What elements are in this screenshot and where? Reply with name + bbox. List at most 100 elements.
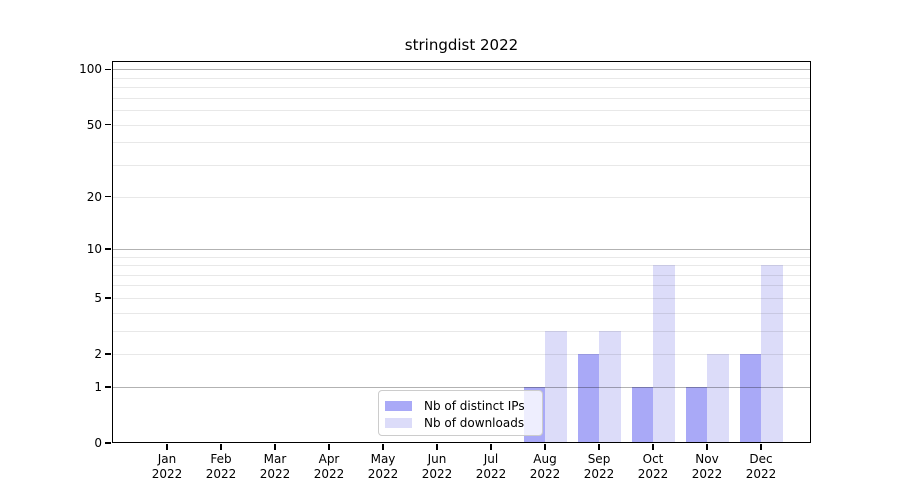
year-label: 2022 xyxy=(151,467,183,481)
year-label: 2022 xyxy=(367,467,399,481)
gridline-minor xyxy=(113,265,810,267)
x-tick-label: Sep 2022 xyxy=(572,452,626,482)
x-tick-mark xyxy=(706,444,708,450)
gridline-minor xyxy=(113,77,810,79)
month-label: Jul xyxy=(483,452,499,466)
year-label: 2022 xyxy=(583,467,615,481)
x-tick-mark xyxy=(652,444,654,450)
bar-downloads xyxy=(707,354,729,443)
y-tick-mark xyxy=(105,442,111,444)
legend-swatch xyxy=(385,401,412,411)
legend-item: Nb of distinct IPs xyxy=(385,398,542,414)
year-label: 2022 xyxy=(745,467,777,481)
year-label: 2022 xyxy=(529,467,561,481)
gridline-minor xyxy=(113,256,810,258)
y-tick-label: 20 xyxy=(86,189,102,204)
x-tick-label: Aug 2022 xyxy=(518,452,572,482)
year-label: 2022 xyxy=(475,467,507,481)
year-label: 2022 xyxy=(637,467,669,481)
x-tick-mark xyxy=(382,444,384,450)
x-tick-mark xyxy=(490,444,492,450)
x-tick-mark xyxy=(760,444,762,450)
y-tick-mark xyxy=(105,195,111,198)
gridline-minor xyxy=(113,110,810,112)
bar-distinct-ips xyxy=(685,386,707,443)
month-label: Nov xyxy=(695,452,719,466)
gridline-minor xyxy=(113,165,810,166)
gridline-major xyxy=(113,69,810,71)
y-tick-label: 50 xyxy=(86,117,102,132)
month-label: Jun xyxy=(427,452,447,466)
month-label: May xyxy=(370,452,396,466)
gridline-minor xyxy=(113,97,810,99)
bar-downloads xyxy=(599,330,621,443)
year-label: 2022 xyxy=(313,467,345,481)
x-tick-mark xyxy=(544,444,546,450)
gridline-major xyxy=(113,248,810,250)
year-label: 2022 xyxy=(421,467,453,481)
bar-downloads xyxy=(761,265,783,443)
x-tick-label: Apr 2022 xyxy=(302,452,356,482)
bar-distinct-ips xyxy=(577,354,599,443)
legend-item: Nb of downloads xyxy=(385,415,542,431)
y-tick-mark xyxy=(105,248,111,250)
legend-label: Nb of distinct IPs xyxy=(424,399,525,413)
bar-downloads xyxy=(653,265,675,443)
y-tick-label: 2 xyxy=(94,347,102,362)
gridline-minor xyxy=(113,330,810,332)
y-tick-mark xyxy=(105,123,111,126)
bar-distinct-ips xyxy=(631,386,653,443)
legend-label: Nb of downloads xyxy=(424,416,525,430)
legend: Nb of distinct IPs Nb of downloads xyxy=(378,390,543,436)
gridline-major xyxy=(113,386,810,388)
x-tick-label: Jan 2022 xyxy=(140,452,194,482)
gridline-minor xyxy=(113,354,810,356)
y-tick-mark xyxy=(105,297,111,299)
gridline-minor xyxy=(113,196,810,198)
x-tick-label: Jul 2022 xyxy=(464,452,518,482)
year-label: 2022 xyxy=(691,467,723,481)
x-tick-label: Feb 2022 xyxy=(194,452,248,482)
month-label: Apr xyxy=(318,452,340,466)
x-tick-mark xyxy=(274,444,276,450)
y-tick-mark xyxy=(105,353,111,355)
gridline-minor xyxy=(113,312,810,314)
x-tick-mark xyxy=(436,444,438,450)
y-tick-label: 0 xyxy=(94,436,102,450)
y-tick-mark xyxy=(105,386,111,388)
y-tick-label: 100 xyxy=(79,62,102,77)
x-tick-mark xyxy=(328,444,330,450)
month-label: Dec xyxy=(749,452,773,466)
month-label: Mar xyxy=(263,452,287,466)
x-tick-mark xyxy=(598,444,600,450)
x-tick-label: Oct 2022 xyxy=(626,452,680,482)
x-tick-label: Nov 2022 xyxy=(680,452,734,482)
x-tick-label: Dec 2022 xyxy=(734,452,788,482)
bar-distinct-ips xyxy=(739,354,761,443)
gridline-minor xyxy=(113,124,810,126)
gridline-minor xyxy=(113,87,810,89)
x-tick-mark xyxy=(220,444,222,450)
legend-swatch xyxy=(385,418,412,428)
month-label: Sep xyxy=(587,452,611,466)
gridline-minor xyxy=(113,285,810,287)
y-tick-label: 10 xyxy=(86,241,102,256)
gridline-minor xyxy=(113,274,810,276)
chart-title: stringdist 2022 xyxy=(404,36,519,54)
x-tick-mark xyxy=(166,444,168,450)
month-label: Jan xyxy=(157,452,177,466)
month-label: Oct xyxy=(642,452,664,466)
gridline-minor xyxy=(113,297,810,299)
x-tick-label: Jun 2022 xyxy=(410,452,464,482)
month-label: Aug xyxy=(533,452,557,466)
year-label: 2022 xyxy=(205,467,237,481)
x-tick-label: Mar 2022 xyxy=(248,452,302,482)
y-tick-label: 5 xyxy=(94,290,102,305)
year-label: 2022 xyxy=(259,467,291,481)
month-label: Feb xyxy=(210,452,232,466)
x-tick-label: May 2022 xyxy=(356,452,410,482)
bar-downloads xyxy=(545,330,567,443)
y-tick-label: 1 xyxy=(94,379,102,394)
gridline-minor xyxy=(113,142,810,144)
